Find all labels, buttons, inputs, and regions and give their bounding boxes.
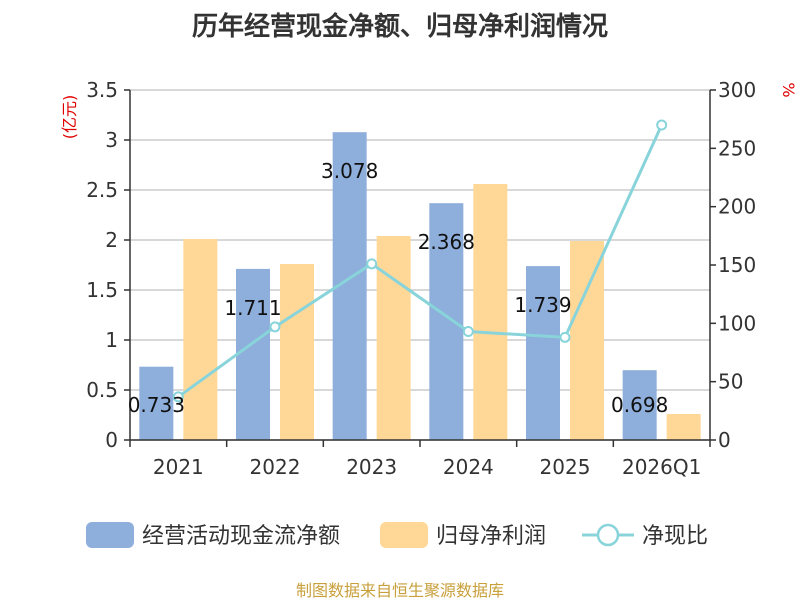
right-tick-label-3: 150: [718, 253, 756, 277]
bar-cashflow-3[interactable]: [429, 203, 464, 440]
x-tick-label-4: 2025: [540, 455, 591, 479]
left-tick-label-6: 3: [105, 128, 118, 152]
data-label-cashflow-0: 0.733: [128, 393, 185, 417]
bar-cashflow-1[interactable]: [236, 268, 270, 440]
legend-swatch-netprofit: [380, 522, 428, 548]
point-cash-ratio-5[interactable]: [656, 119, 668, 131]
left-tick-label-4: 2: [105, 228, 118, 252]
point-cash-ratio-0[interactable]: [172, 391, 184, 403]
left-axis-unit: (亿元): [60, 95, 79, 140]
bar-netprofit-0[interactable]: [183, 239, 218, 440]
bar-netprofit-2[interactable]: [376, 236, 411, 440]
legend-item-cash-ratio[interactable]: 净现比: [582, 523, 708, 549]
left-tick-label-1: 0.5: [86, 378, 118, 402]
right-tick-label-1: 50: [718, 370, 743, 394]
left-tick-label-2: 1: [105, 328, 118, 352]
chart-title: 历年经营现金净额、归母净利润情况: [192, 11, 608, 42]
legend-label-cash-ratio: 净现比: [642, 524, 708, 549]
legend-label-cashflow: 经营活动现金流净额: [142, 524, 340, 549]
left-tick-label-0: 0: [105, 428, 118, 452]
bar-netprofit-3[interactable]: [473, 184, 508, 440]
x-tick-label-3: 2024: [443, 455, 494, 479]
bar-cashflow-0[interactable]: [139, 366, 174, 440]
point-cash-ratio-2[interactable]: [366, 258, 378, 270]
x-tick-label-1: 2022: [250, 455, 301, 479]
left-tick-label-3: 1.5: [86, 278, 118, 302]
right-axis-unit: %: [779, 82, 798, 97]
data-label-cashflow-1: 1.711: [224, 296, 281, 320]
x-tick-label-2: 2023: [346, 455, 397, 479]
left-tick-label-5: 2.5: [86, 178, 118, 202]
data-label-cashflow-4: 1.739: [514, 293, 571, 317]
legend-swatch-cashflow: [86, 522, 134, 548]
data-label-cashflow-5: 0.698: [611, 393, 668, 417]
bar-cashflow-5[interactable]: [622, 370, 657, 440]
right-tick-label-2: 100: [718, 311, 756, 335]
point-cash-ratio-4[interactable]: [559, 331, 571, 343]
bar-netprofit-4[interactable]: [570, 241, 604, 440]
legend-marker-cash-ratio: [596, 523, 620, 547]
source-note: 制图数据来自恒生聚源数据库: [296, 581, 504, 600]
legend-item-netprofit[interactable]: 归母净利润: [380, 522, 546, 549]
right-tick-label-0: 0: [718, 428, 731, 452]
bar-netprofit-1[interactable]: [280, 264, 314, 440]
left-tick-label-7: 3.5: [86, 78, 118, 102]
right-tick-label-4: 200: [718, 195, 756, 219]
legend-label-netprofit: 归母净利润: [436, 524, 546, 549]
point-cash-ratio-1[interactable]: [269, 321, 281, 333]
line-cash-ratio: [177, 124, 664, 399]
data-label-cashflow-2: 3.078: [321, 159, 378, 183]
point-cash-ratio-3[interactable]: [462, 326, 474, 337]
x-tick-label-0: 2021: [153, 455, 204, 479]
legend-item-cashflow[interactable]: 经营活动现金流净额: [86, 522, 340, 549]
data-label-cashflow-3: 2.368: [418, 230, 475, 254]
x-tick-label-5: 2026Q1: [622, 455, 701, 479]
right-tick-label-5: 250: [718, 136, 756, 160]
bar-cashflow-4[interactable]: [526, 266, 560, 440]
right-tick-label-6: 300: [718, 78, 756, 102]
bar-netprofit-5[interactable]: [666, 414, 701, 440]
